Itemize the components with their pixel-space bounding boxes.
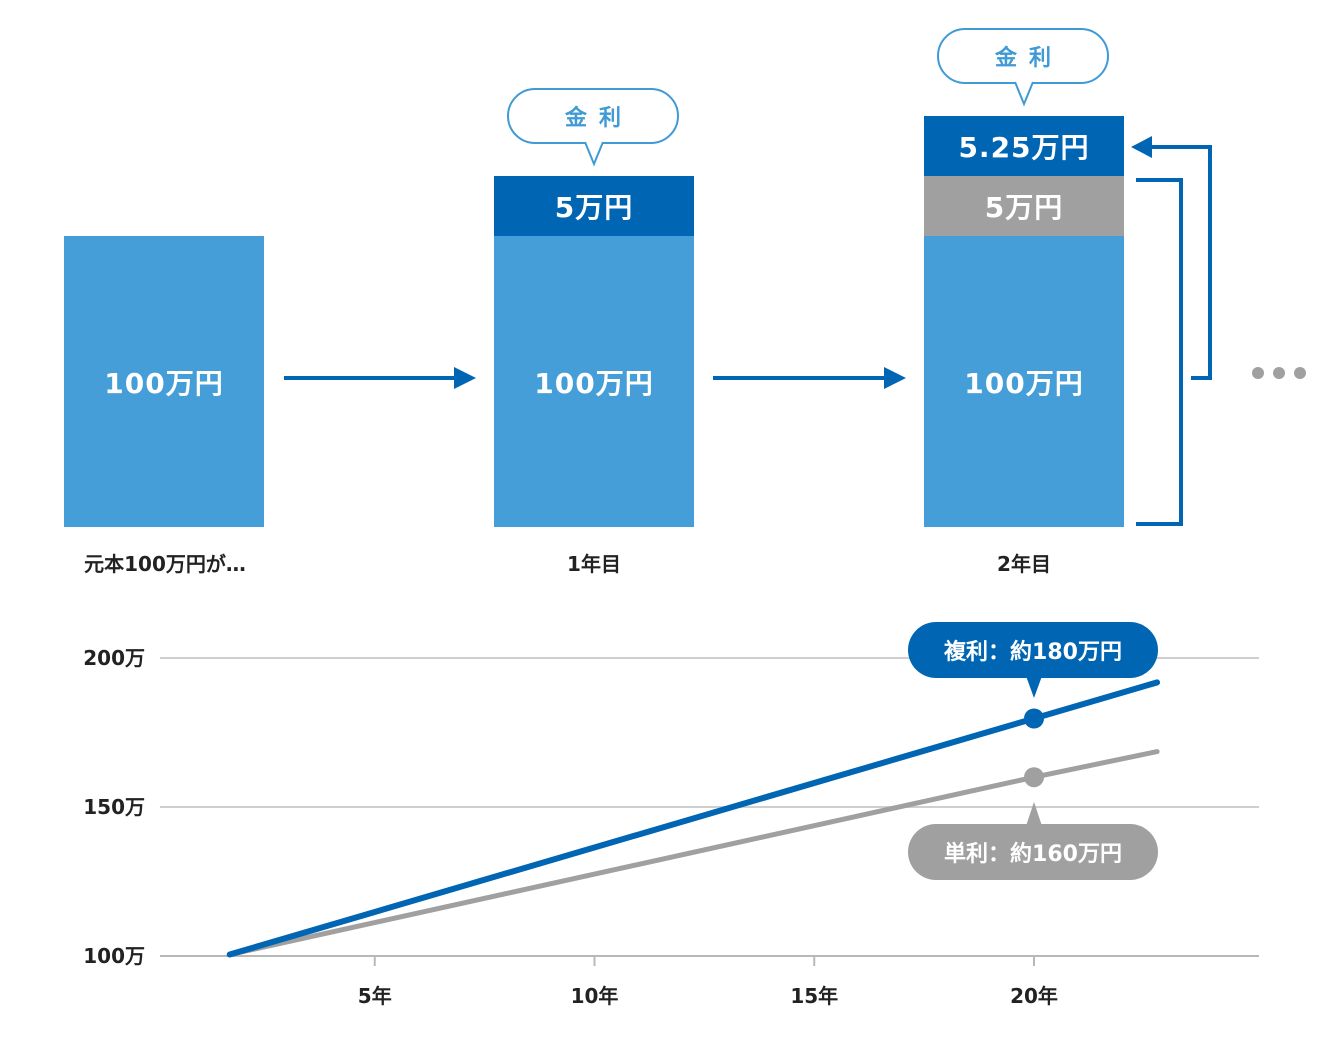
interest-bubble-label-2: 金利 — [994, 46, 1063, 71]
principal-block-start: 100万円 — [64, 236, 264, 527]
y-tick-label: 100万 — [83, 944, 145, 968]
series-marker-simple — [1024, 767, 1044, 788]
ellipsis-dot — [1252, 367, 1264, 379]
compound-label: 複利：約180万円 — [908, 622, 1158, 678]
ellipsis-dot — [1294, 367, 1306, 379]
previous-interest-block-2: 5万円 — [924, 176, 1124, 236]
principal-block-2: 100万円 — [924, 236, 1124, 527]
y-tick-label: 150万 — [83, 795, 145, 819]
compound-label-text: 複利：約180万円 — [944, 640, 1122, 665]
interest-bubble-label-1: 金利 — [564, 106, 633, 131]
x-tick-label: 5年 — [358, 984, 392, 1008]
principal-label-start: 100万円 — [104, 366, 224, 400]
return-arrow-head — [1131, 136, 1152, 158]
x-tick-label: 20年 — [1010, 984, 1058, 1008]
interest-bracket — [1136, 178, 1183, 526]
bubble-tail-2 — [1014, 81, 1034, 107]
interest-label-1: 5万円 — [554, 191, 634, 224]
simple-label: 単利：約160万円 — [908, 824, 1158, 880]
principal-label-1: 100万円 — [534, 366, 654, 400]
principal-block-1: 100万円 — [494, 236, 694, 527]
previous-interest-label-2: 5万円 — [984, 191, 1064, 224]
caption-year-2: 2年目 — [997, 552, 1051, 576]
simple-label-text: 単利：約160万円 — [944, 842, 1122, 867]
interest-bubble-2: 金利 — [937, 28, 1109, 84]
y-tick-label: 200万 — [83, 646, 145, 670]
return-arrow-line — [1150, 145, 1212, 380]
series-line-compound — [226, 679, 1161, 958]
interest-block-1: 5万円 — [494, 176, 694, 236]
ellipsis-dot — [1273, 367, 1285, 379]
arrow-head-1 — [454, 367, 476, 389]
x-tick-label: 10年 — [571, 984, 619, 1008]
interest-label-2: 5.25万円 — [958, 131, 1090, 164]
arrow-head-2 — [884, 367, 906, 389]
caption-start: 元本100万円が… — [84, 552, 246, 576]
interest-block-2: 5.25万円 — [924, 116, 1124, 176]
x-tick-label: 15年 — [790, 984, 838, 1008]
principal-label-2: 100万円 — [964, 366, 1084, 400]
compound-label-pointer — [1026, 676, 1042, 698]
series-marker-compound — [1024, 708, 1044, 729]
simple-label-pointer — [1026, 802, 1042, 826]
bubble-tail-1 — [584, 141, 604, 167]
caption-year-1: 1年目 — [567, 552, 621, 576]
ellipsis-dots — [1252, 364, 1315, 383]
